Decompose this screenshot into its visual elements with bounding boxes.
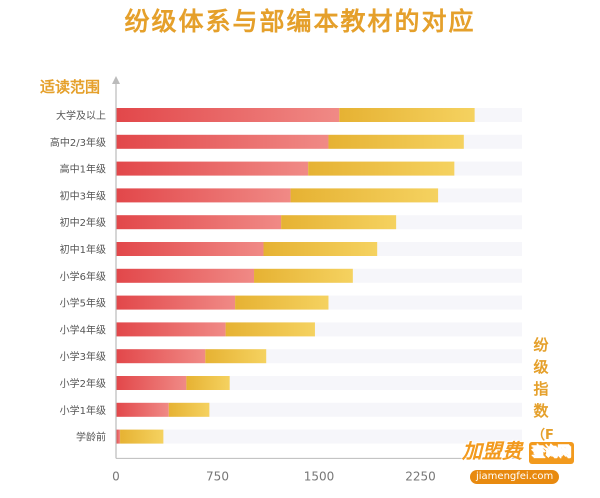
category-label: 初中1年级 [60, 243, 106, 256]
bar-track [116, 402, 522, 417]
y-axis-arrow-icon [112, 76, 120, 84]
bar-segment-yellow [290, 188, 439, 203]
bar-segment-yellow [168, 402, 210, 417]
bar-segment-yellow [328, 134, 464, 149]
category-label: 小学6年级 [60, 270, 106, 283]
bar-segment-red [116, 295, 236, 310]
bar-segment-yellow [339, 108, 475, 122]
x-tick-label: 1500 [304, 469, 335, 483]
category-label: 初中3年级 [60, 189, 106, 202]
bar-segment-yellow [186, 376, 230, 390]
category-label: 小学5年级 [60, 297, 106, 310]
bar-segment-red [116, 188, 291, 203]
bar-segment-red [116, 322, 226, 337]
bar-segment-red [116, 108, 340, 122]
bar-segment-red [116, 134, 329, 149]
bar-segment-yellow [225, 322, 315, 337]
bar-segment-red [116, 349, 206, 364]
x-tick-label: 750 [206, 469, 229, 483]
watermark-logo: 加盟费 查询网 jiamengfei.com [462, 440, 592, 484]
bar-segment-yellow [120, 429, 164, 444]
bar-segment-red [116, 242, 264, 256]
bar-segment-red [116, 402, 169, 417]
x-tick-label: 2250 [405, 469, 436, 483]
bar-segment-yellow [308, 161, 455, 176]
watermark-main: 加盟费 查询网 [462, 440, 592, 464]
bar-segment-red [116, 215, 282, 230]
bar-segment-yellow [281, 215, 397, 230]
watermark-main-text: 加盟费 [462, 439, 522, 463]
bar-segment-red [116, 429, 121, 444]
bar-track [116, 429, 522, 444]
category-label: 小学2年级 [60, 377, 106, 390]
bar-segment-red [116, 268, 255, 283]
category-label: 高中1年级 [60, 163, 106, 176]
watermark-url: jiamengfei.com [470, 469, 560, 484]
bar-segment-yellow [254, 268, 353, 283]
category-label: 小学4年级 [60, 323, 106, 336]
bar-segment-red [116, 376, 187, 390]
x-tick-label: 0 [112, 469, 120, 483]
category-label: 初中2年级 [60, 216, 106, 229]
category-label: 小学3年级 [60, 350, 106, 363]
category-label: 大学及以上 [56, 109, 106, 122]
category-label: 高中2/3年级 [50, 136, 106, 149]
bar-segment-yellow [205, 349, 267, 364]
bar-segment-red [116, 161, 309, 176]
y-axis-label: 适读范围 [40, 78, 101, 96]
x-axis-label-text: 纷级指数 [533, 336, 549, 420]
category-label: 小学1年级 [60, 404, 106, 417]
bar-segment-yellow [235, 295, 329, 310]
watermark-box: 查询网 [528, 441, 574, 464]
category-label: 学龄前 [76, 431, 106, 444]
chart-title: 纷级体系与部编本教材的对应 [124, 7, 476, 36]
bar-segment-yellow [263, 242, 378, 256]
